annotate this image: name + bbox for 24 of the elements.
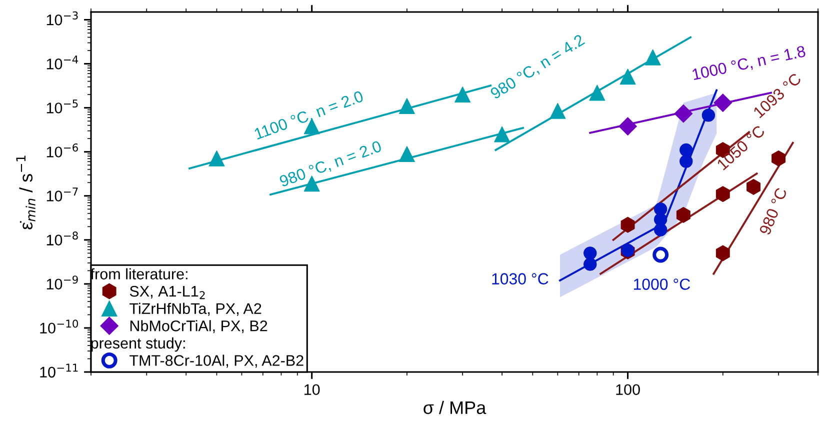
- y-tick-label: 10$^{−4}$: [46, 56, 78, 70]
- y-tick-label: 10$^{−9}$: [46, 276, 78, 290]
- annotation: present study:: [91, 337, 185, 352]
- x-tick-label: 100: [616, 384, 640, 396]
- y-tick-label: 10$^{−3}$: [46, 11, 78, 26]
- y-tick-label: 10$^{−8}$: [46, 232, 78, 246]
- annotation: 980 °C, n = 2.0: [278, 140, 383, 189]
- legend-label: TiZrHfNbTa, PX, A2: [130, 302, 262, 316]
- y-tick-label: 10$^{−7}$: [46, 188, 78, 202]
- y-tick-label: 10$^{−11}$: [40, 364, 78, 378]
- y-tick-label: 10$^{−6}$: [46, 143, 78, 158]
- legend-label: SX, A1-L1$_{2}$: [130, 286, 205, 300]
- legend-label: NbMoCrTiAl, PX, B2: [130, 320, 268, 334]
- y-tick-label: 10$^{−10}$: [40, 320, 78, 334]
- x-axis-title: σ / MPa: [424, 400, 486, 414]
- annotation: 980 °C: [758, 187, 788, 236]
- annotation: 1030 °C: [492, 273, 548, 284]
- annotation: from literature:: [90, 268, 188, 280]
- x-tick-label: 10: [304, 384, 320, 396]
- annotation: 980 °C, n = 4.2: [490, 34, 586, 102]
- annotation: 1000 °C: [634, 278, 690, 290]
- legend-label: TMT-8Cr-10Al, PX, A2-B2: [130, 354, 304, 368]
- y-tick-label: 10$^{−5}$: [46, 100, 78, 114]
- y-axis-title: ε̇$_{min}$ / s$^{−1}$: [16, 156, 36, 230]
